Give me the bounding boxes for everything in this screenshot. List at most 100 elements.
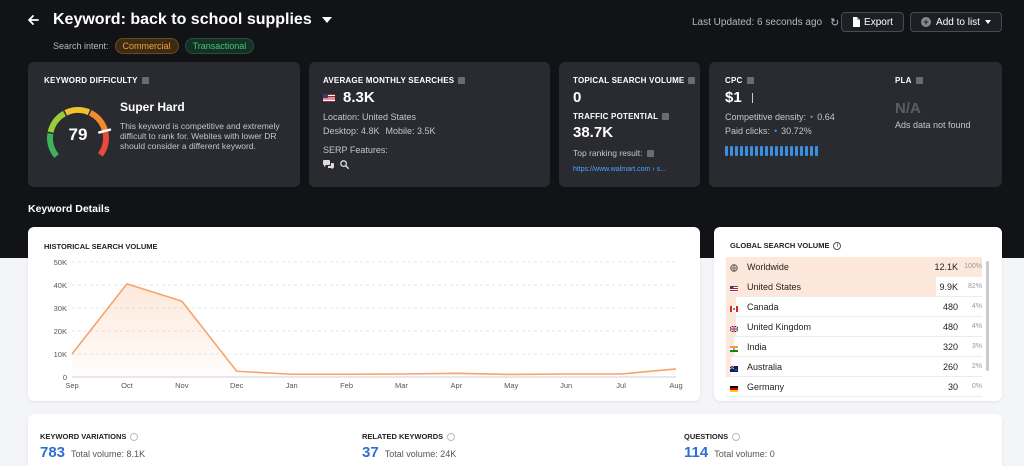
info-icon[interactable] bbox=[662, 113, 670, 120]
au-flag-icon bbox=[729, 364, 738, 372]
competition-bar bbox=[765, 146, 768, 156]
refresh-icon[interactable]: ↻ bbox=[830, 17, 840, 29]
country-name: Germany bbox=[747, 381, 785, 392]
us-flag-icon bbox=[323, 93, 335, 102]
related-total: Total volume: 24K bbox=[384, 449, 457, 459]
keyword-stats-card: KEYWORD VARIATIONS 783 Total volume: 8.1… bbox=[28, 414, 1002, 466]
gauge-needle bbox=[98, 128, 112, 134]
keyword-title[interactable]: Keyword: back to school supplies bbox=[53, 11, 332, 29]
competition-bar bbox=[780, 146, 783, 156]
page-title: Keyword: back to school supplies bbox=[53, 11, 312, 28]
competition-bar bbox=[805, 146, 808, 156]
related-keywords-stat[interactable]: RELATED KEYWORDS 37 Total volume: 24K bbox=[362, 432, 456, 461]
add-to-list-button[interactable]: + Add to list bbox=[910, 12, 1002, 32]
ams-device-row: Desktop: 4.8K Mobile: 3.5K bbox=[323, 126, 436, 136]
pla-label-text: PLA bbox=[895, 76, 912, 85]
pla-label: PLA bbox=[895, 76, 923, 85]
y-tick-label: 20K bbox=[54, 327, 67, 336]
questions-stat[interactable]: QUESTIONS 114 Total volume: 0 bbox=[684, 432, 775, 461]
info-icon[interactable] bbox=[458, 77, 466, 84]
info-icon[interactable] bbox=[915, 77, 923, 84]
ams-label: AVERAGE MONTHLY SEARCHES bbox=[323, 76, 466, 85]
historical-label: HISTORICAL SEARCH VOLUME bbox=[44, 242, 158, 251]
gauge-segment bbox=[97, 131, 109, 157]
x-tick-label: Dec bbox=[230, 381, 244, 390]
traffic-potential-value: 38.7K bbox=[573, 124, 614, 141]
competition-bar bbox=[760, 146, 763, 156]
country-volume: 9.9K bbox=[939, 281, 958, 292]
kd-status: Super Hard bbox=[120, 100, 185, 114]
country-row[interactable]: India 320 3% bbox=[726, 337, 982, 357]
tsv-label: TOPICAL SEARCH VOLUME bbox=[573, 76, 696, 85]
top-ranking-label: Top ranking result: bbox=[573, 148, 643, 158]
competition-bar bbox=[800, 146, 803, 156]
y-tick-label: 10K bbox=[54, 350, 67, 359]
us-flag-icon bbox=[730, 284, 738, 292]
share-bar bbox=[726, 337, 734, 356]
country-row[interactable]: United States 9.9K 82% bbox=[726, 277, 982, 297]
competition-bar bbox=[795, 146, 798, 156]
global-label: GLOBAL SEARCH VOLUME i bbox=[730, 241, 842, 250]
paid-clicks-label: Paid clicks: bbox=[725, 126, 771, 136]
dot-icon: • bbox=[774, 126, 778, 136]
top-ranking-link[interactable]: https://www.walmart.com › s... bbox=[573, 166, 666, 173]
variations-value-row: 783 Total volume: 8.1K bbox=[40, 444, 145, 461]
ams-desktop: Desktop: 4.8K bbox=[323, 126, 380, 136]
questions-value[interactable]: 114 bbox=[684, 444, 709, 461]
search-icon[interactable] bbox=[340, 160, 349, 169]
related-value[interactable]: 37 bbox=[362, 444, 379, 461]
country-volume: 480 bbox=[942, 301, 958, 312]
country-row[interactable]: United Kingdom 480 4% bbox=[726, 317, 982, 337]
country-row[interactable]: Canada 480 4% bbox=[726, 297, 982, 317]
tsv-value: 0 bbox=[573, 89, 582, 106]
historical-chart[interactable]: 0 10K 20K 30K 40K 50K Sep Oct Nov Dec Jan Feb Mar Apr… bbox=[28, 227, 700, 401]
section-title: Keyword Details bbox=[28, 203, 110, 215]
competition-bar bbox=[730, 146, 733, 156]
competition-bar bbox=[770, 146, 773, 156]
x-tick-label: Apr bbox=[451, 381, 463, 390]
back-arrow-icon[interactable] bbox=[26, 13, 42, 29]
globe-icon bbox=[730, 263, 738, 272]
info-icon[interactable] bbox=[688, 77, 696, 84]
country-row[interactable]: Australia 260 2% bbox=[726, 357, 982, 377]
country-name: Australia bbox=[747, 361, 783, 372]
x-tick-label: Sep bbox=[65, 381, 78, 390]
competitive-density-value: 0.64 bbox=[817, 112, 835, 122]
cpc-label: CPC bbox=[725, 76, 754, 85]
gauge-segment bbox=[64, 107, 91, 116]
export-button[interactable]: Export bbox=[841, 12, 904, 32]
info-icon[interactable]: i bbox=[833, 241, 842, 250]
y-tick-label: 40K bbox=[54, 281, 67, 290]
info-icon[interactable] bbox=[732, 432, 741, 441]
country-volume: 260 bbox=[942, 361, 958, 372]
competition-bar bbox=[755, 146, 758, 156]
info-icon[interactable] bbox=[447, 432, 456, 441]
chevron-down-icon[interactable] bbox=[321, 17, 332, 23]
country-percent: 4% bbox=[971, 303, 982, 310]
ams-value: 8.3K bbox=[343, 89, 375, 106]
competition-bar bbox=[725, 146, 728, 156]
historical-search-volume-card: HISTORICAL SEARCH VOLUME 0 10K 20K 30K 40K 50… bbox=[28, 227, 700, 401]
plus-circle-icon: + bbox=[921, 17, 932, 27]
info-icon[interactable] bbox=[141, 77, 149, 84]
reviews-icon[interactable] bbox=[323, 160, 334, 169]
variations-value[interactable]: 783 bbox=[40, 444, 66, 461]
country-row[interactable]: Germany 30 0% bbox=[726, 377, 982, 397]
in-flag-icon bbox=[730, 344, 738, 352]
variations-label: KEYWORD VARIATIONS bbox=[40, 432, 127, 441]
kd-value: 79 bbox=[68, 125, 88, 144]
country-row[interactable]: Worldwide 12.1K 100% bbox=[726, 257, 982, 277]
competition-bar bbox=[785, 146, 788, 156]
info-icon[interactable] bbox=[647, 149, 655, 157]
serp-features-label: SERP Features: bbox=[323, 145, 388, 155]
series-line[interactable] bbox=[71, 283, 677, 376]
info-icon[interactable] bbox=[746, 77, 754, 84]
de-flag-icon bbox=[730, 384, 738, 392]
country-percent: 100% bbox=[964, 263, 982, 270]
info-icon[interactable] bbox=[130, 432, 139, 441]
scrollbar[interactable] bbox=[986, 261, 989, 371]
series-area bbox=[72, 283, 676, 377]
ams-label-text: AVERAGE MONTHLY SEARCHES bbox=[323, 76, 455, 85]
export-label: Export bbox=[864, 16, 893, 28]
keyword-variations-stat[interactable]: KEYWORD VARIATIONS 783 Total volume: 8.1… bbox=[40, 432, 145, 461]
